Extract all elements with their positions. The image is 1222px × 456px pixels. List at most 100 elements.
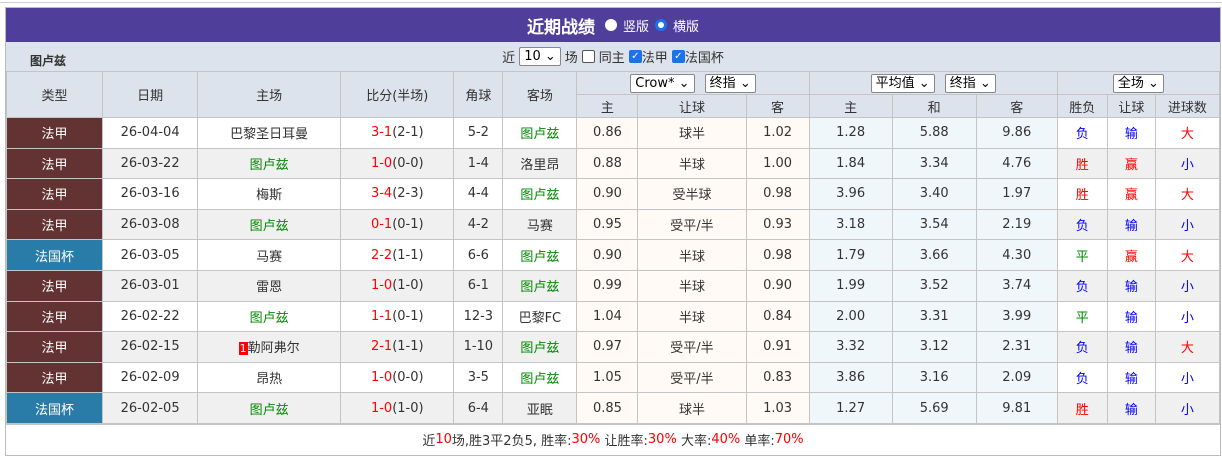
crow-away-odds: 1.00 <box>745 147 810 180</box>
match-type: 法甲 <box>5 269 104 302</box>
avg-odds-type-value: 终指 <box>949 75 976 91</box>
checkbox-ligue1-label[interactable]: 法甲 <box>641 51 668 66</box>
odds-value: 2.31 <box>1002 339 1032 355</box>
avg-home-odds: 2.00 <box>808 300 893 333</box>
match-type: 法甲 <box>5 117 104 149</box>
away-team[interactable]: 马赛 <box>502 208 578 241</box>
score[interactable]: 2-2(1-1) <box>340 239 455 271</box>
away-team[interactable]: 亚眠 <box>502 392 578 424</box>
odds-value: 4.76 <box>1002 155 1032 171</box>
home-team[interactable]: 1勒阿弗尔 <box>197 331 342 363</box>
away-team[interactable]: 图卢兹 <box>502 117 578 149</box>
away-team[interactable]: 图卢兹 <box>502 331 578 363</box>
score[interactable]: 3-1(2-1) <box>340 117 455 149</box>
corner-score: 12-3 <box>463 308 494 324</box>
match-count-select[interactable]: 10 ⌄ <box>519 47 561 66</box>
corners: 6-1 <box>453 269 504 302</box>
home-team[interactable]: 图卢兹 <box>197 208 342 241</box>
score[interactable]: 3-4(2-3) <box>340 178 455 210</box>
crow-handicap: 受半球 <box>637 178 747 210</box>
subcol-avg-draw: 和 <box>891 94 977 118</box>
odds-value: 0.83 <box>763 370 793 386</box>
odds-value: 1.02 <box>763 125 793 141</box>
score[interactable]: 1-0(1-0) <box>340 269 455 302</box>
away-team-name: 巴黎FC <box>518 310 562 326</box>
corner-score: 6-4 <box>467 400 489 416</box>
radio-vertical-label[interactable]: 竖版 <box>622 19 649 35</box>
home-team[interactable]: 图卢兹 <box>197 147 342 180</box>
avg-draw-odds: 3.52 <box>891 269 977 302</box>
home-team[interactable]: 巴黎圣日耳曼 <box>197 117 342 149</box>
result-label: 小 <box>1180 280 1194 296</box>
home-team[interactable]: 图卢兹 <box>197 392 342 424</box>
radio-horizontal-label[interactable]: 横版 <box>673 19 700 35</box>
odds-value: 3.32 <box>836 339 866 355</box>
away-team[interactable]: 图卢兹 <box>502 178 578 210</box>
company-select[interactable]: Crow* ⌄ <box>630 73 695 93</box>
match-date: 26-02-05 <box>102 392 199 424</box>
checkbox-ligue1[interactable]: ✓ <box>628 50 642 63</box>
table-row: 法国杯 26-02-05 图卢兹 1-0(1-0) 6-4 亚眠 0.85 球半 1.03 1.2… <box>5 392 1221 424</box>
avg-odds-type-select[interactable]: 终指 ⌄ <box>944 73 996 93</box>
avg-home-odds: 3.18 <box>808 208 893 241</box>
away-team[interactable]: 洛里昂 <box>502 147 578 180</box>
score[interactable]: 1-0(0-0) <box>340 361 455 394</box>
away-team[interactable]: 图卢兹 <box>502 361 578 394</box>
home-team[interactable]: 马赛 <box>197 239 342 271</box>
odds-value: 0.90 <box>592 247 622 263</box>
col-away: 客场 <box>502 71 578 118</box>
radio-vertical[interactable] <box>604 19 617 31</box>
checkbox-same-home-label[interactable]: 同主 <box>598 51 625 66</box>
radio-horizontal[interactable] <box>655 19 667 31</box>
away-team[interactable]: 图卢兹 <box>502 269 578 302</box>
checkbox-same-home[interactable] <box>581 50 595 63</box>
avg-draw-odds: 5.88 <box>891 117 977 149</box>
col-score: 比分(半场) <box>340 71 455 118</box>
result-label: 输 <box>1124 280 1138 296</box>
match-type-label: 法甲 <box>41 157 68 173</box>
result-goals: 小 <box>1154 300 1221 333</box>
odds-value: 3.54 <box>919 217 949 233</box>
odds-type-select[interactable]: 终指 ⌄ <box>704 73 756 93</box>
odds-value: 0.93 <box>763 217 793 233</box>
subcol-crow-home: 主 <box>576 94 639 118</box>
home-team-name: 图卢兹 <box>249 310 289 326</box>
result-label: 负 <box>1075 341 1089 357</box>
date-label: 26-04-04 <box>120 125 180 141</box>
score[interactable]: 0-1(0-1) <box>340 208 455 241</box>
crow-away-odds: 1.03 <box>745 392 810 424</box>
result-win-loss: 负 <box>1056 208 1108 241</box>
odds-value: 0.88 <box>592 155 622 171</box>
corner-score: 4-4 <box>467 186 489 202</box>
result-handicap: 输 <box>1106 208 1156 241</box>
odds-value: 0.99 <box>592 278 622 294</box>
home-team[interactable]: 昂热 <box>197 361 342 394</box>
score[interactable]: 1-0(0-0) <box>340 147 455 180</box>
score[interactable]: 2-1(1-1) <box>340 331 455 363</box>
home-team-name: 马赛 <box>256 249 283 265</box>
avg-select[interactable]: 平均值 ⌄ <box>870 73 935 93</box>
checkbox-coupe-label[interactable]: 法国杯 <box>684 51 724 66</box>
result-win-loss: 负 <box>1056 361 1108 394</box>
avg-away-odds: 2.19 <box>975 208 1058 241</box>
odds-value: 0.91 <box>763 339 793 355</box>
home-team[interactable]: 梅斯 <box>197 178 342 210</box>
score[interactable]: 1-0(1-0) <box>340 392 455 424</box>
away-team-name: 图卢兹 <box>520 127 560 143</box>
full-score: 1-0 <box>370 278 393 294</box>
result-label: 负 <box>1075 280 1089 296</box>
result-handicap: 输 <box>1106 331 1156 363</box>
avg-away-odds: 1.97 <box>975 178 1058 210</box>
crow-home-odds: 0.90 <box>576 178 639 210</box>
avg-draw-odds: 3.34 <box>891 147 977 180</box>
score[interactable]: 1-1(0-1) <box>340 300 455 333</box>
home-team[interactable]: 图卢兹 <box>197 300 342 333</box>
away-team[interactable]: 巴黎FC <box>502 300 578 333</box>
table-row: 法甲 26-03-01 雷恩 1-0(1-0) 6-1 图卢兹 0.99 半球 0.90 1.99… <box>5 269 1221 302</box>
away-team[interactable]: 图卢兹 <box>502 239 578 271</box>
period-select[interactable]: 全场 ⌄ <box>1112 73 1164 93</box>
checkbox-coupe-de-france[interactable]: ✓ <box>671 50 685 63</box>
result-goals: 大 <box>1154 331 1221 363</box>
home-team[interactable]: 雷恩 <box>197 269 342 302</box>
result-label: 输 <box>1124 372 1138 388</box>
